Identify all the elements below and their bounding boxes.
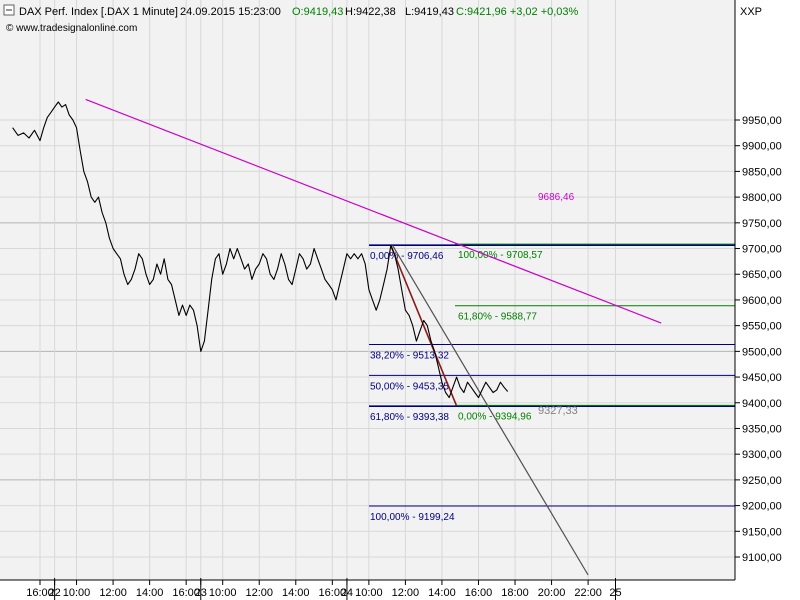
fibonacci-layer: 0,00% - 9706,46 38,20% - 9513,32 50,00% - …: [369, 243, 735, 523]
x-tick-label: 10:00: [355, 587, 383, 599]
projection-label: 9327,33: [538, 405, 578, 417]
y-tick-label: 9700,00: [742, 244, 782, 256]
magenta-trendline-label: 9686,46: [538, 192, 575, 203]
trendline-projection: [392, 245, 589, 576]
trendline-magenta: [85, 98, 662, 324]
x-tick-label: 22:00: [574, 587, 602, 599]
header-high: H:9422,38: [345, 6, 396, 18]
fib-retracement-label: 100,00% - 9199,24: [370, 512, 455, 523]
grid: [0, 0, 735, 580]
x-tick-label: 20:00: [538, 587, 566, 599]
x-tick-label: 18:00: [501, 587, 529, 599]
x-tick-label: 10:00: [209, 587, 237, 599]
y-tick-label: 9450,00: [742, 372, 782, 384]
fib-retracement-label: 38,20% - 9513,32: [370, 351, 449, 362]
x-tick-label: 14:00: [428, 587, 456, 599]
y-tick-label: 9200,00: [742, 501, 782, 513]
y-tick-label: 9950,00: [742, 115, 782, 127]
fib-retracement-label: 50,00% - 9453,35: [370, 381, 449, 392]
y-tick-label: 9250,00: [742, 475, 782, 487]
x-tick-label: 12:00: [392, 587, 420, 599]
y-tick-label: 9850,00: [742, 166, 782, 178]
trendline-down_move: [390, 245, 458, 407]
trendline-layer: 9686,46 9327,33: [85, 98, 662, 576]
watermark-text: © www.tradesignalonline.com: [6, 23, 137, 34]
plot-area[interactable]: [0, 0, 735, 580]
y-tick-label: 9800,00: [742, 192, 782, 204]
y-tick-label: 9600,00: [742, 295, 782, 307]
y-tick-label: 9900,00: [742, 141, 782, 153]
x-tick-label: 10:00: [63, 587, 91, 599]
x-tick-label: 12:00: [245, 587, 273, 599]
instrument-name: DAX Perf. Index [.DAX 1 Minute]: [19, 6, 178, 18]
y-tick-label: 9650,00: [742, 269, 782, 281]
x-tick-label: 16:00: [172, 587, 200, 599]
x-tick-label: 16:00: [26, 587, 54, 599]
x-tick-label: 14:00: [136, 587, 164, 599]
y-tick-label: 9100,00: [742, 552, 782, 564]
header-open: O:9419,43: [292, 6, 343, 18]
price-layer: [12, 101, 509, 399]
y-tick-label: 9300,00: [742, 449, 782, 461]
y-tick-label: 9150,00: [742, 526, 782, 538]
chart-header: DAX Perf. Index [.DAX 1 Minute] 24.09.20…: [6, 6, 762, 34]
fib-extension-label: 61,80% - 9588,77: [458, 312, 537, 323]
header-change: C:9421,96 +3,02 +0,03%: [456, 6, 579, 18]
x-tick-label: 16:00: [319, 587, 347, 599]
x-tick-label: 12:00: [99, 587, 127, 599]
y-tick-label: 9750,00: [742, 218, 782, 230]
fib-retracement-label: 61,80% - 9393,38: [370, 412, 449, 423]
y-tick-label: 9350,00: [742, 423, 782, 435]
fib-extension-label: 100,00% - 9708,57: [458, 250, 543, 261]
axis-layer: 9100,00 9150,00 9200,00 9250,00 9300,00 9350,…: [26, 115, 782, 600]
header-low: L:9419,43: [405, 6, 454, 18]
collapse-icon[interactable]: [3, 4, 15, 16]
x-tick-label: 14:00: [282, 587, 310, 599]
y-tick-label: 9500,00: [742, 346, 782, 358]
symbol-label: XXP: [740, 6, 762, 18]
fib-retracement-label: 0,00% - 9706,46: [370, 251, 444, 262]
y-tick-label: 9550,00: [742, 321, 782, 333]
y-tick-label: 9400,00: [742, 398, 782, 410]
x-tick-label: 16:00: [465, 587, 493, 599]
price-series-line: [12, 101, 509, 399]
header-datetime: 24.09.2015 15:23:00: [180, 6, 281, 18]
